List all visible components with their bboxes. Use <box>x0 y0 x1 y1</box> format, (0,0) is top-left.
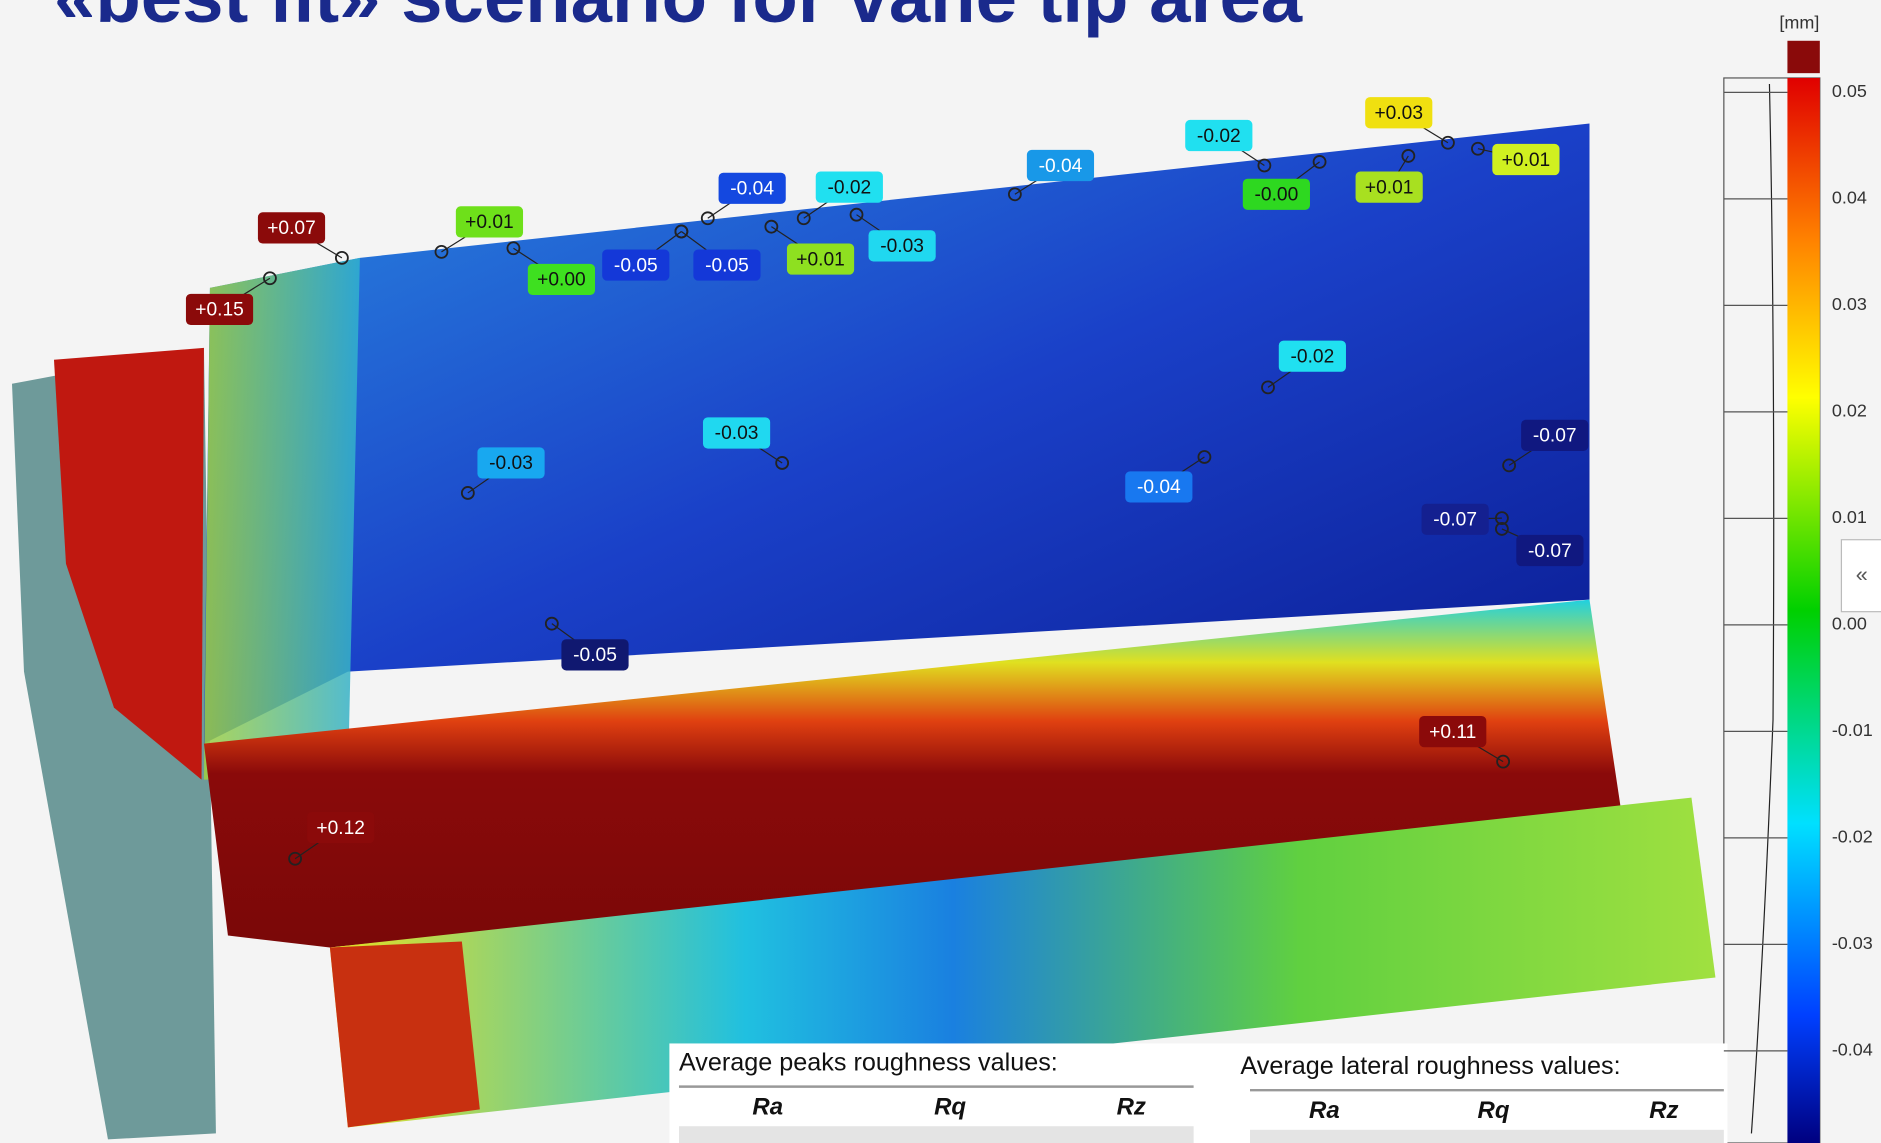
annotation-label: -0.04 <box>730 179 774 200</box>
annotation-label: -0.02 <box>827 177 871 198</box>
annotation-label: -0.03 <box>715 423 759 444</box>
histogram-curve <box>1751 84 1773 1133</box>
scale-label: 0.04 <box>1832 188 1867 208</box>
annotation-label: -0.02 <box>1197 126 1241 147</box>
annotation-label: -0.03 <box>880 236 924 257</box>
annotation-label: -0.07 <box>1433 510 1477 531</box>
annotation-label: +0.03 <box>1374 103 1423 124</box>
annotation-label: +0.00 <box>537 270 586 291</box>
annotation-label: -0.05 <box>573 645 617 666</box>
color-bar <box>1787 78 1819 1143</box>
annotation-label: +0.07 <box>267 218 316 239</box>
column-header: Rq <box>1478 1097 1510 1124</box>
table-row <box>1250 1130 1724 1143</box>
annotation-label: +0.01 <box>1365 177 1414 198</box>
over-range-swatch <box>1787 41 1819 73</box>
column-header: Rz <box>1117 1094 1146 1121</box>
annotation-label: +0.01 <box>1502 150 1551 171</box>
surface-bottom-edge <box>330 942 480 1128</box>
unit-label: [mm] <box>1779 13 1819 33</box>
table-row <box>679 1126 1194 1143</box>
column-header: Ra <box>752 1094 783 1121</box>
collapse-icon[interactable]: « <box>1856 561 1868 586</box>
annotation-label: -0.03 <box>489 453 533 474</box>
scale-label: -0.04 <box>1832 1040 1873 1060</box>
column-header: Rq <box>934 1094 966 1121</box>
table-title: Average lateral roughness values: <box>1240 1052 1620 1080</box>
scale-label: 0.03 <box>1832 294 1867 314</box>
annotation-label: +0.01 <box>465 212 514 233</box>
scale-label: 0.01 <box>1832 507 1867 527</box>
scale-label: -0.02 <box>1832 827 1873 847</box>
annotation-label: -0.00 <box>1255 185 1299 206</box>
annotation-label: -0.05 <box>705 255 749 276</box>
surface-left <box>204 258 360 780</box>
screenshot: «best fit» scenario for vane tip area [m… <box>0 0 1881 1143</box>
scale-label: -0.01 <box>1832 720 1873 740</box>
annotation-label: +0.12 <box>316 818 365 839</box>
scale-label: -0.03 <box>1832 933 1873 953</box>
scale-label: 0.00 <box>1832 614 1867 634</box>
annotation-label: -0.04 <box>1137 477 1181 498</box>
column-header: Rz <box>1649 1097 1678 1124</box>
page: «best fit» scenario for vane tip area [m… <box>0 0 1881 1143</box>
title: «best fit» scenario for vane tip area <box>54 0 1303 38</box>
annotation-label: -0.05 <box>614 255 658 276</box>
table-title: Average peaks roughness values: <box>679 1048 1058 1076</box>
annotation-label: +0.01 <box>796 249 845 270</box>
annotation-label: +0.11 <box>1429 722 1476 743</box>
annotation-label: -0.07 <box>1533 426 1577 447</box>
scale-label: 0.05 <box>1832 81 1867 101</box>
scale-label: 0.02 <box>1832 401 1867 421</box>
annotation-label: -0.02 <box>1291 346 1335 367</box>
annotation-label: -0.07 <box>1528 541 1572 562</box>
annotation-label: +0.15 <box>195 300 244 321</box>
column-header: Ra <box>1309 1097 1340 1124</box>
annotation-label: -0.04 <box>1039 156 1083 177</box>
